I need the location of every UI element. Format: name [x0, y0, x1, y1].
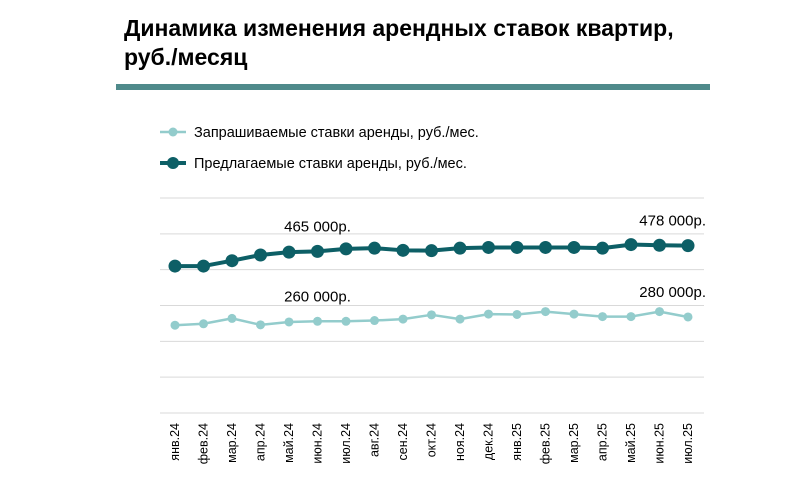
data-point [370, 316, 379, 326]
data-point [512, 309, 522, 319]
x-tick-label: фев.25 [539, 423, 553, 464]
x-tick-label: дек.24 [482, 423, 496, 460]
data-label: 465 000р. [284, 218, 351, 235]
data-point [339, 242, 353, 256]
legend-label-offered: Предлагаемые ставки аренды, руб./мес. [194, 156, 467, 172]
data-point [425, 244, 438, 258]
legend-marker-offered [167, 157, 179, 169]
data-labels: 465 000р. 478 000р. 260 000р. 280 000р. [284, 213, 706, 306]
data-label: 478 000р. [639, 213, 706, 230]
legend: Запрашиваемые ставки аренды, руб./мес. П… [160, 125, 479, 172]
data-point [482, 240, 495, 254]
x-tick-label: июн.24 [311, 423, 325, 464]
x-tick-label: янв.25 [510, 423, 524, 461]
data-point [484, 309, 493, 319]
x-tick-label: апр.25 [596, 423, 610, 461]
chart-title: Динамика изменения арендных ставок кварт… [124, 15, 674, 70]
data-point [455, 314, 465, 324]
x-tick-label: июл.25 [681, 423, 695, 464]
x-tick-label: мар.25 [567, 423, 581, 463]
data-point [655, 307, 664, 317]
data-point [396, 243, 410, 257]
data-point [254, 248, 267, 262]
data-label: 280 000р. [639, 284, 706, 301]
data-point [282, 245, 296, 259]
data-point [624, 238, 638, 252]
data-point [567, 240, 581, 254]
x-tick-label: мар.24 [225, 423, 239, 463]
data-point [681, 239, 695, 253]
data-label: 260 000р. [284, 288, 351, 305]
data-point [510, 240, 524, 254]
data-point [199, 319, 208, 329]
x-tick-label: апр.24 [254, 423, 268, 461]
x-tick-label: сен.24 [396, 423, 410, 461]
data-point [225, 254, 239, 268]
x-tick-label: окт.24 [425, 423, 439, 457]
data-point [398, 314, 408, 324]
x-tick-label: янв.24 [168, 423, 182, 461]
data-point [170, 320, 180, 330]
data-point [541, 307, 550, 317]
data-point [683, 312, 693, 322]
data-point [197, 259, 210, 273]
data-point [427, 310, 436, 320]
data-point [311, 244, 324, 258]
data-point [596, 241, 609, 255]
title-underline [116, 84, 710, 90]
data-point [341, 316, 351, 326]
x-tick-label: июл.24 [339, 423, 353, 464]
x-tick-label: фев.24 [197, 423, 211, 464]
data-point [227, 313, 237, 323]
data-point [598, 312, 607, 322]
legend-label-requested: Запрашиваемые ставки аренды, руб./мес. [194, 125, 479, 141]
data-point [453, 241, 467, 255]
x-tick-label: авг.24 [368, 423, 382, 457]
data-point [284, 317, 294, 327]
data-point [368, 241, 381, 255]
x-tick-label: июн.25 [653, 423, 667, 464]
data-point [256, 320, 265, 330]
legend-marker-requested [168, 127, 178, 137]
data-point [626, 312, 636, 322]
data-point [313, 316, 322, 326]
x-axis-ticks: янв.24 фев.24 мар.24 апр.24 май.24 июн.24 июл.… [168, 423, 695, 464]
x-tick-label: май.25 [624, 423, 638, 463]
data-point [653, 238, 666, 252]
data-point [569, 309, 579, 319]
x-tick-label: май.24 [282, 423, 296, 463]
data-point [539, 240, 552, 254]
series-points [168, 238, 695, 330]
data-point [168, 259, 182, 273]
gridlines [160, 197, 704, 414]
x-tick-label: ноя.24 [453, 423, 467, 461]
